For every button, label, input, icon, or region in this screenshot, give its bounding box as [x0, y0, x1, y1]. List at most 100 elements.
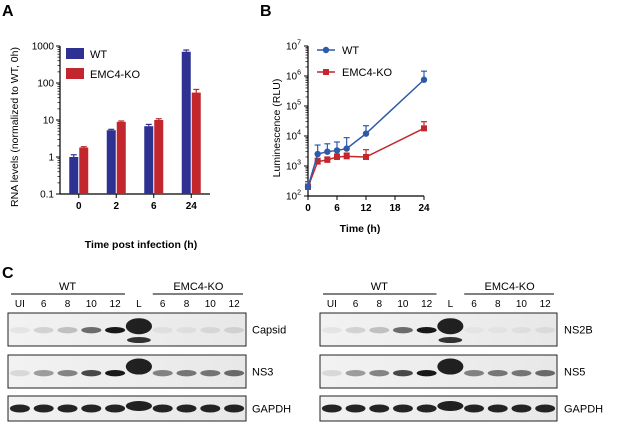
blot-band — [369, 404, 390, 413]
chart-b-point — [324, 148, 331, 155]
blot-row-label: NS5 — [564, 367, 585, 379]
chart-b-xtick-label: 0 — [305, 203, 311, 214]
blot-band — [392, 326, 413, 334]
blot-band — [345, 326, 366, 334]
chart-a-ytick-label: 10 — [43, 116, 55, 127]
panel-letter-b: B — [260, 3, 272, 20]
blot-band — [81, 404, 102, 413]
blot-band — [535, 404, 556, 413]
blot-band — [105, 326, 126, 334]
blot-band — [57, 326, 78, 334]
blot-band — [369, 369, 390, 377]
blot-row-label: Capsid — [252, 325, 286, 337]
blot-ladder-band — [438, 337, 463, 344]
chart-a-bar-1 — [79, 147, 89, 194]
blot-band — [176, 404, 197, 413]
blot-band — [321, 369, 342, 377]
blot-ladder-band — [437, 401, 464, 411]
blot-band — [200, 326, 221, 334]
chart-a-legend-swatch — [66, 48, 84, 59]
chart-b-point — [421, 125, 427, 132]
blot-row-label: NS2B — [564, 325, 593, 337]
blot-lane-label: 6 — [160, 299, 166, 310]
chart-a-xtick-label: 2 — [113, 201, 119, 212]
blot-band — [511, 404, 532, 413]
chart-a-ylabel: RNA levels (normalized to WT, 0h) — [9, 47, 21, 207]
blot-band — [57, 369, 78, 377]
blot-ladder-band — [125, 401, 152, 411]
blot-lane-label: L — [136, 299, 142, 310]
blot-band — [33, 326, 54, 334]
blot-ladder-band — [125, 318, 152, 335]
blot-band — [105, 404, 126, 413]
blot-lane-label: 10 — [205, 299, 217, 310]
chart-a-bar-0 — [181, 51, 191, 195]
blot-band — [321, 404, 342, 413]
chart-b-legend-marker — [323, 69, 329, 75]
chart-a-bar-1 — [116, 121, 126, 194]
blot-lane-label: L — [448, 299, 454, 310]
blot-lane-label: 6 — [353, 299, 359, 310]
blot-group-label-ko: EMC4-KO — [173, 281, 224, 293]
chart-b-point — [324, 156, 331, 163]
chart-b-point — [343, 145, 350, 152]
blot-lane-label: 10 — [86, 299, 98, 310]
chart-b-point — [314, 150, 321, 158]
panel-letter-a: A — [2, 3, 14, 20]
blot-lane-label: 8 — [184, 299, 190, 310]
chart-b-ytick-exponent: 6 — [297, 70, 301, 77]
chart-b-ytick-label: 102 — [286, 190, 301, 203]
blot-row-label: GAPDH — [564, 404, 603, 416]
chart-a-bar-1 — [154, 120, 164, 194]
blot-lane-label: 6 — [41, 299, 47, 310]
chart-b-ytick-label: 106 — [286, 70, 301, 83]
chart-b-point — [420, 76, 428, 83]
blot-band — [152, 326, 173, 334]
blot-band — [416, 369, 437, 377]
chart-b-xtick-label: 18 — [389, 203, 401, 214]
chart-a-bar-0 — [144, 126, 154, 194]
chart-b-point — [314, 158, 321, 165]
chart-b-point — [334, 153, 340, 160]
blot-band — [57, 404, 78, 413]
blot-band — [345, 404, 366, 413]
blot-lane-label: 12 — [540, 299, 552, 310]
chart-a-xlabel: Time post infection (h) — [85, 239, 197, 251]
blot-ladder-band — [125, 358, 152, 375]
blot-band — [392, 369, 413, 377]
chart-a-legend-label: EMC4-KO — [90, 69, 141, 81]
blot-lane-label: 12 — [421, 299, 433, 310]
blot-group-label-wt: WT — [371, 281, 388, 293]
blot-row-label: GAPDH — [252, 404, 291, 416]
chart-a-ytick-label: 0.1 — [40, 190, 54, 201]
luminescence-line-chart: Luminescence (RLU) Time (h) 102 103 104 105… — [271, 40, 430, 236]
chart-b-point — [362, 130, 370, 137]
chart-a-ytick-label: 1 — [48, 153, 54, 164]
blot-band — [81, 369, 102, 377]
chart-a-bar-0 — [106, 130, 116, 194]
blot-band — [487, 369, 508, 377]
blot-band — [81, 326, 102, 334]
blot-band — [33, 404, 54, 413]
blot-band — [511, 369, 532, 377]
chart-b-xtick-label: 24 — [418, 203, 430, 214]
blot-band — [176, 369, 197, 377]
chart-b-ytick-exponent: 4 — [297, 130, 301, 137]
blot-band — [369, 326, 390, 334]
blot-band — [9, 404, 30, 413]
blot-ladder-band — [437, 318, 464, 335]
chart-b-ytick-label: 103 — [286, 160, 301, 173]
rna-levels-bar-chart: RNA levels (normalized to WT, 0h) Time p… — [9, 42, 210, 251]
blot-band — [33, 369, 54, 377]
chart-a-ytick-label: 1000 — [32, 42, 55, 53]
chart-b-point — [304, 183, 312, 191]
blot-lane-label: 8 — [376, 299, 382, 310]
chart-b-ytick-label: 107 — [286, 40, 301, 53]
chart-a-legend-swatch — [66, 68, 84, 79]
blot-band — [464, 327, 484, 333]
blot-band — [152, 404, 173, 413]
chart-a-ytick-label: 100 — [37, 79, 54, 90]
chart-b-ytick-exponent: 2 — [297, 190, 301, 197]
blot-lane-label: 12 — [110, 299, 122, 310]
chart-b-xtick-label: 12 — [360, 203, 372, 214]
